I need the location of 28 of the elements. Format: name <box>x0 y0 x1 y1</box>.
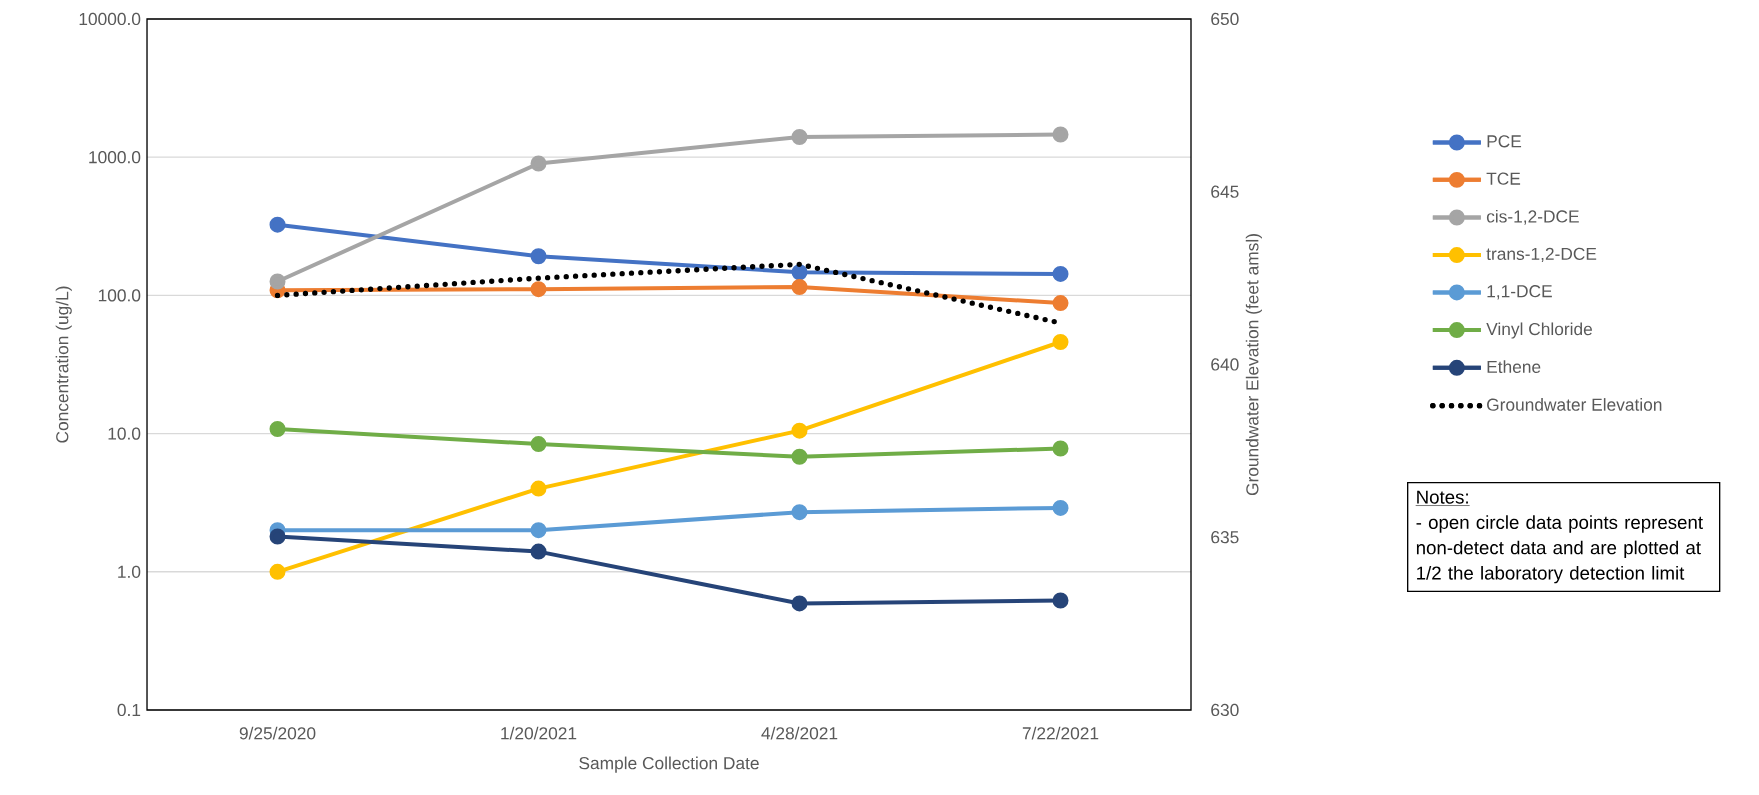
y-axis-title: Concentration (ug/L) <box>55 286 72 443</box>
y2-axis-title: Groundwater Elevation (feet amsl) <box>1245 234 1262 496</box>
x-tick-label: 1/20/2021 <box>501 726 577 740</box>
y2-tick-label: 640 <box>1211 358 1239 371</box>
legend-label: Vinyl Chloride <box>1486 322 1592 339</box>
legend-label: Ethene <box>1487 360 1541 374</box>
x-tick-label: 9/25/2020 <box>239 726 316 740</box>
y2-tick-label: 635 <box>1211 531 1239 544</box>
y2-tick-label: 630 <box>1211 703 1239 717</box>
y-tick-label: 0.1 <box>117 703 141 717</box>
y-tick-label: 1000.0 <box>89 151 141 164</box>
y-tick-label: 10.0 <box>108 427 141 440</box>
legend-label: trans-1,2-DCE <box>1486 247 1597 263</box>
x-tick-label: 7/22/2021 <box>1022 726 1099 740</box>
legend-label: cis-1,2-DCE <box>1486 209 1579 225</box>
y2-tick-label: 645 <box>1211 185 1239 198</box>
x-tick-label: 4/28/2021 <box>761 726 838 740</box>
y-tick-label: 100.0 <box>98 289 141 302</box>
legend-label: Groundwater Elevation <box>1487 398 1662 411</box>
legend-label: TCE <box>1486 172 1521 185</box>
y-tick-label: 10000.0 <box>79 12 141 26</box>
text: - open circle data points represent non-detect data and are plotted at 1/2 the laboratory detection limit <box>1416 515 1703 584</box>
y2-tick-label: 650 <box>1211 12 1239 26</box>
x-axis-title: Sample Collection Date <box>579 756 759 773</box>
text: Notes: <box>1417 490 1468 504</box>
y-tick-label: 1.0 <box>118 565 141 578</box>
legend-label: 1,1-DCE <box>1487 285 1552 300</box>
legend-label: PCE <box>1487 135 1522 148</box>
